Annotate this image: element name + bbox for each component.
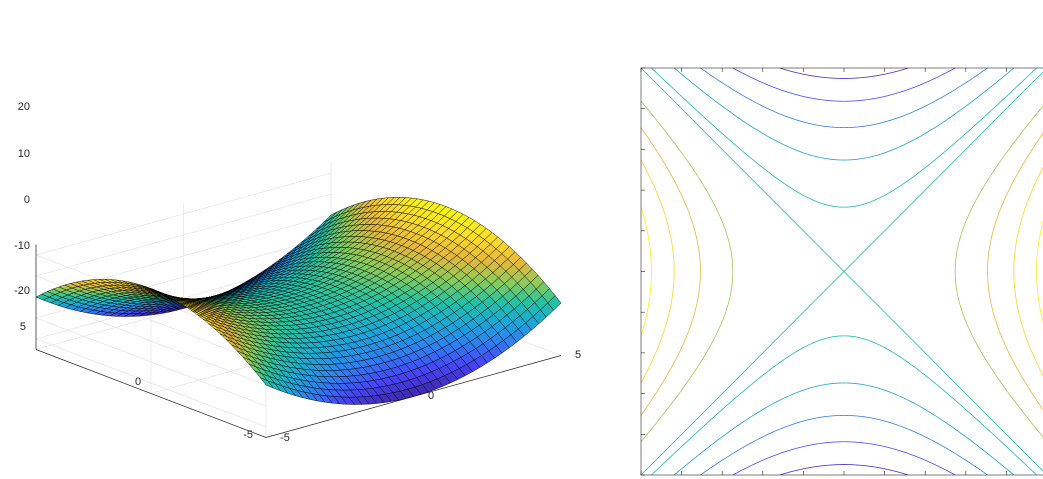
x-tick-label: 5	[575, 349, 581, 361]
contour-line	[700, 415, 988, 476]
contour-line	[954, 105, 1043, 438]
contour-line	[640, 100, 734, 443]
y-tick-label: 5	[20, 321, 26, 333]
contour-line	[779, 464, 909, 476]
contour-line	[732, 67, 956, 102]
contour-line	[640, 127, 701, 416]
contour-line	[651, 335, 1037, 476]
y-axis-line	[35, 349, 267, 438]
contour-line	[987, 132, 1043, 411]
surface-mesh	[35, 197, 562, 405]
z-tick-label: -10	[14, 240, 30, 252]
surface-plot: 20 10 0 -10 -20 5 0 -5 -5 0 5	[14, 101, 581, 444]
x-tick-label: 0	[428, 390, 434, 402]
contour-line	[779, 67, 909, 79]
contour-line	[1036, 219, 1043, 324]
contour-plot	[640, 67, 1043, 476]
contour-line	[640, 67, 1043, 472]
contour-line	[1013, 166, 1043, 377]
contour-tick-marks	[640, 67, 1007, 476]
x-tick-label: -5	[280, 432, 290, 444]
contour-line	[651, 67, 1037, 208]
y-tick-label: -5	[243, 429, 253, 441]
contour-line	[732, 441, 956, 476]
z-tick-label: -20	[14, 285, 30, 297]
contour-line	[673, 382, 1015, 476]
contour-axes-box	[640, 67, 1043, 476]
y-tick-label: 0	[135, 376, 141, 388]
contour-line	[640, 207, 652, 336]
contour-line	[640, 159, 675, 384]
surface-tick-labels: 20 10 0 -10 -20 5 0 -5 -5 0 5	[14, 101, 581, 444]
contour-lines	[640, 67, 1043, 476]
contour-line	[640, 71, 1043, 476]
z-tick-label: 20	[18, 101, 30, 113]
surface-patch	[547, 295, 562, 311]
contour-line	[700, 67, 988, 128]
z-tick-label: 10	[18, 148, 30, 160]
contour-line	[673, 67, 1015, 161]
z-tick-label: 0	[24, 194, 30, 206]
